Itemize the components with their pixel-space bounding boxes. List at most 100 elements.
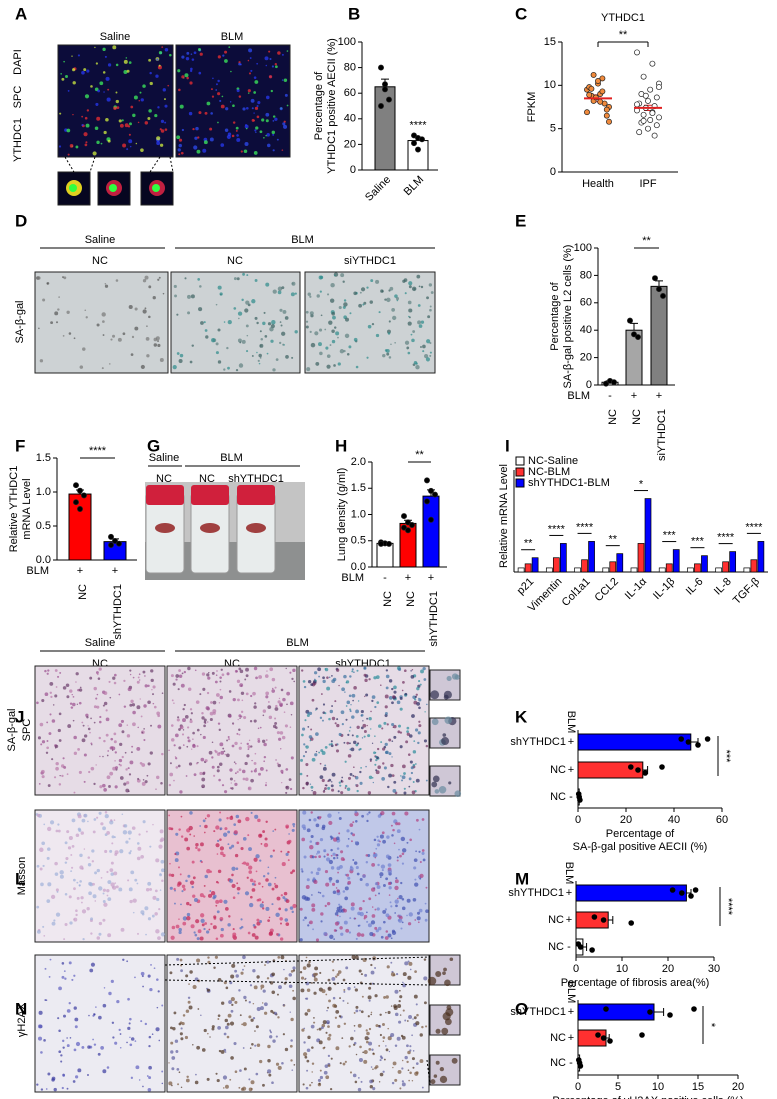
- texture: [215, 674, 218, 676]
- texture: [61, 1086, 64, 1090]
- texture: [390, 972, 396, 977]
- texture: [47, 1072, 51, 1076]
- texture: [231, 873, 234, 877]
- texture: [169, 772, 174, 777]
- texture: [110, 882, 115, 887]
- texture: [359, 877, 363, 882]
- texture: [206, 1077, 210, 1081]
- texture: [329, 709, 334, 714]
- texture: [257, 359, 260, 362]
- texture: [388, 752, 392, 756]
- texture: [279, 917, 283, 921]
- texture: [354, 1080, 358, 1084]
- texture: [106, 870, 109, 874]
- panel-label: I: [505, 436, 510, 455]
- texture: [274, 707, 279, 711]
- texture: [336, 854, 339, 857]
- texture: [383, 1058, 386, 1061]
- data-point: [656, 286, 662, 293]
- texture: [323, 850, 326, 853]
- data-point: [386, 540, 392, 547]
- texture: [103, 788, 107, 792]
- texture: [402, 983, 407, 988]
- texture: [281, 286, 285, 290]
- texture: [213, 966, 216, 970]
- texture: [365, 854, 369, 857]
- texture: [337, 336, 339, 339]
- texture: [130, 1076, 134, 1079]
- texture: [383, 766, 387, 770]
- texture: [426, 296, 429, 300]
- texture: [75, 681, 77, 683]
- texture: [354, 955, 359, 960]
- texture: [189, 903, 192, 907]
- texture: [320, 920, 323, 923]
- texture: [306, 713, 310, 717]
- texture: [370, 1066, 373, 1068]
- texture: [425, 779, 428, 782]
- dotted: [426, 1059, 431, 1086]
- texture: [75, 1041, 81, 1047]
- texture: [127, 687, 132, 692]
- texture: [238, 363, 244, 368]
- row-label: BLM: [341, 572, 364, 584]
- texture: [279, 308, 283, 312]
- texture: [290, 1017, 294, 1022]
- texture: [59, 874, 64, 879]
- texture: [138, 673, 141, 676]
- texture: [360, 1010, 364, 1014]
- texture: [313, 1017, 315, 1019]
- texture: [234, 741, 238, 746]
- texture: [240, 691, 245, 695]
- texture: [185, 56, 190, 61]
- texture: [62, 1074, 66, 1077]
- texture: [58, 783, 62, 786]
- texture: [176, 1067, 180, 1071]
- texture: [223, 1032, 227, 1036]
- texture: [444, 979, 451, 987]
- texture: [88, 1014, 90, 1017]
- texture: [443, 694, 449, 700]
- texture: [102, 918, 106, 922]
- texture: [122, 830, 128, 835]
- texture: [68, 895, 72, 899]
- texture: [63, 276, 67, 280]
- texture: [39, 847, 44, 853]
- texture: [363, 1059, 368, 1064]
- texture: [182, 707, 185, 711]
- texture: [258, 882, 261, 886]
- texture: [271, 990, 276, 995]
- x-tick-label: p21: [515, 576, 536, 597]
- texture: [292, 903, 297, 909]
- texture: [58, 296, 60, 298]
- texture: [300, 758, 304, 762]
- texture: [119, 742, 123, 746]
- texture: [407, 960, 410, 963]
- texture: [189, 880, 195, 885]
- texture: [374, 926, 378, 930]
- texture: [414, 695, 417, 698]
- texture: [70, 853, 73, 856]
- texture: [383, 996, 386, 999]
- bar: [637, 543, 645, 573]
- texture: [71, 55, 73, 57]
- texture: [96, 705, 100, 709]
- texture: [248, 870, 253, 874]
- texture: [169, 886, 173, 890]
- texture: [64, 841, 68, 845]
- texture: [224, 753, 227, 756]
- texture: [200, 321, 204, 325]
- texture: [210, 112, 213, 115]
- texture: [274, 717, 277, 720]
- data-point: [669, 887, 676, 893]
- texture: [93, 705, 97, 709]
- texture: [331, 705, 334, 708]
- texture: [260, 843, 263, 845]
- texture: [337, 790, 340, 793]
- texture: [102, 888, 106, 892]
- texture: [48, 976, 51, 978]
- error-bar: [630, 322, 638, 331]
- texture: [99, 755, 101, 758]
- texture: [55, 912, 61, 917]
- texture: [178, 746, 182, 750]
